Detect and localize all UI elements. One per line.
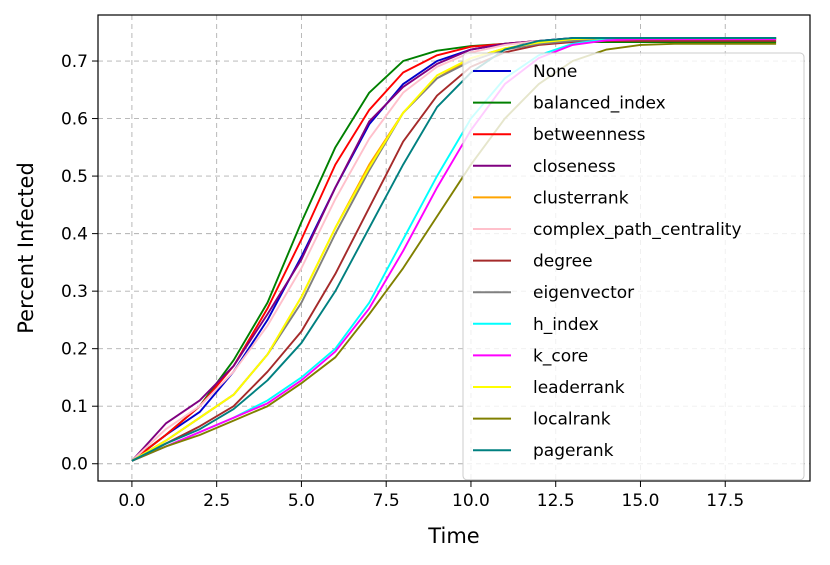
legend-label: clusterrank bbox=[533, 188, 629, 208]
series-line-balanced-index bbox=[131, 41, 777, 462]
y-tick-label: 0.2 bbox=[61, 340, 88, 360]
y-tick-label: 0.4 bbox=[61, 225, 88, 245]
legend-label: k_core bbox=[533, 346, 588, 366]
legend-label: localrank bbox=[533, 410, 611, 430]
legend-label: h_index bbox=[533, 315, 599, 335]
x-axis-label: Time bbox=[427, 524, 479, 548]
plot-frame bbox=[97, 14, 811, 482]
legend-label: degree bbox=[533, 252, 593, 272]
y-tick-label: 0.0 bbox=[61, 455, 88, 475]
x-tick-label: 7.5 bbox=[373, 491, 400, 511]
y-tick-label: 0.7 bbox=[61, 52, 88, 72]
legend-label: betweenness bbox=[533, 125, 646, 145]
legend-label: closeness bbox=[533, 157, 616, 177]
x-tick-label: 12.5 bbox=[537, 491, 575, 511]
y-tick-label: 0.3 bbox=[61, 282, 88, 302]
legend: None balanced_index betweenness closeness cl… bbox=[462, 52, 805, 481]
series-line-degree bbox=[131, 39, 777, 462]
series-line-localrank bbox=[131, 42, 777, 462]
legend-label: None bbox=[533, 62, 577, 82]
x-tick-label: 0.0 bbox=[118, 491, 145, 511]
y-axis-label: Percent Infected bbox=[14, 162, 38, 334]
y-tick-label: 0.6 bbox=[61, 110, 88, 130]
axis-ticks: 0.0 2.5 5.0 7.5 10.0 12.5 15.0 17.5 0.0 0.1 0.2 0.3… bbox=[61, 52, 744, 511]
series-lines bbox=[131, 37, 777, 462]
series-line-pagerank bbox=[131, 37, 777, 462]
y-tick-label: 0.1 bbox=[61, 397, 88, 417]
legend-label: leaderrank bbox=[533, 378, 625, 398]
series-line-k-core bbox=[131, 38, 777, 462]
x-tick-label: 10.0 bbox=[452, 491, 490, 511]
x-tick-label: 17.5 bbox=[706, 491, 744, 511]
y-tick-label: 0.5 bbox=[61, 167, 88, 187]
x-tick-label: 5.0 bbox=[288, 491, 315, 511]
legend-label: complex_path_centrality bbox=[533, 220, 742, 240]
legend-box bbox=[462, 52, 805, 481]
x-tick-label: 15.0 bbox=[622, 491, 660, 511]
legend-label: eigenvector bbox=[533, 283, 634, 303]
legend-label: pagerank bbox=[533, 441, 614, 461]
x-tick-label: 2.5 bbox=[203, 491, 230, 511]
legend-label: balanced_index bbox=[533, 94, 666, 114]
